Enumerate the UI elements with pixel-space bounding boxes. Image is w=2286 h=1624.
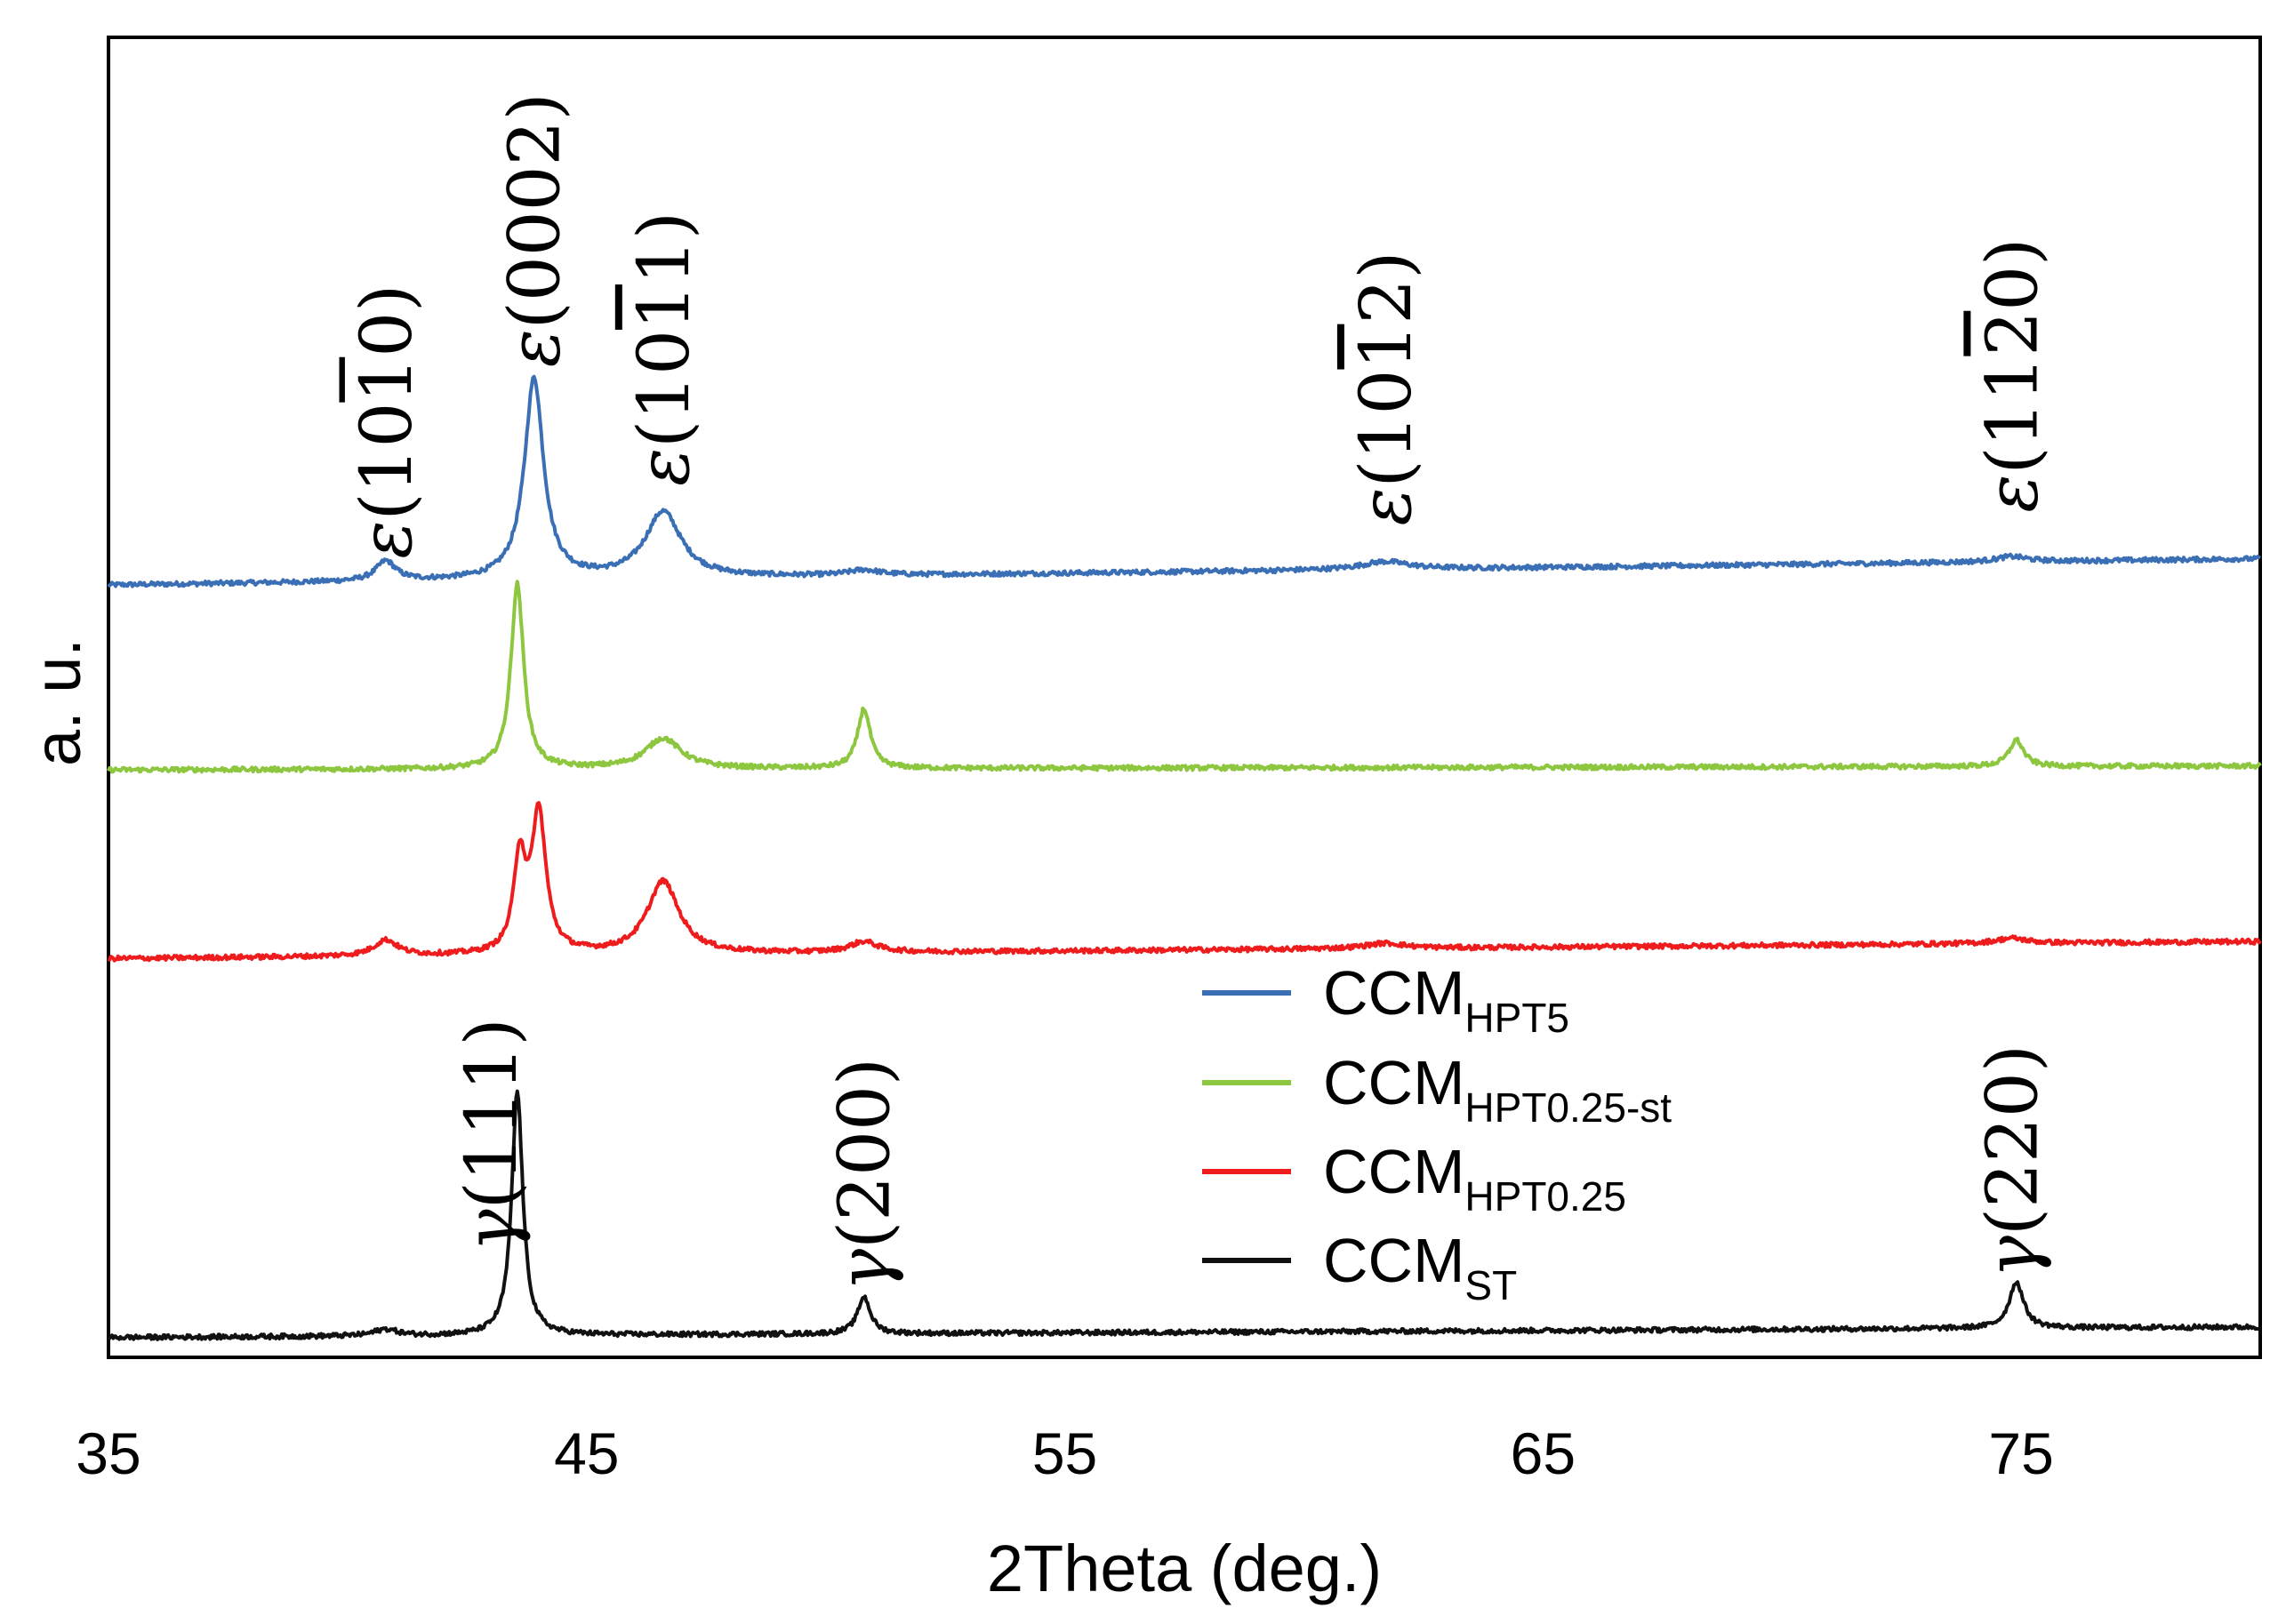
- legend-label-3: CCMST: [1323, 1226, 1517, 1308]
- legend-label-1: CCMHPT0.25-st: [1323, 1048, 1672, 1131]
- x-tick-label: 35: [76, 1420, 140, 1486]
- peak-label-2: ε(1011): [622, 212, 705, 486]
- peak-label-0: ε(1010): [345, 284, 428, 559]
- peak-label-4: ε(1120): [1970, 238, 2053, 513]
- series-line-2: [107, 801, 2262, 963]
- plot-frame: [107, 36, 2262, 1359]
- x-tick-labels: 35 45 55 65 75: [76, 1420, 2054, 1486]
- peak-label-7: γ(220): [1970, 1044, 2053, 1278]
- peak-label-1: ε(0002): [493, 92, 576, 367]
- peak-label-6: γ(200): [823, 1058, 906, 1292]
- legend-label-0: CCMHPT5: [1323, 958, 1569, 1041]
- series-line-0: [107, 374, 2261, 588]
- x-tick-label: 65: [1511, 1420, 1576, 1486]
- legend-label-2: CCMHPT0.25: [1323, 1137, 1626, 1220]
- x-tick-label: 45: [554, 1420, 619, 1486]
- peak-annotations: ε(1010) ε(0002) ε(1011) ε(1012) ε(1120) γ(111…: [345, 92, 2053, 1291]
- y-axis-title: a. u.: [20, 638, 94, 766]
- series-line-3: [107, 1089, 2262, 1341]
- series-layer: [107, 374, 2262, 1341]
- x-tick-label: 55: [1032, 1420, 1097, 1486]
- x-axis-title: 2Theta (deg.): [987, 1532, 1382, 1605]
- peak-label-3: ε(1012): [1344, 252, 1427, 526]
- peak-label-5: γ(111): [450, 1018, 533, 1252]
- series-line-1: [107, 580, 2262, 774]
- x-tick-label: 75: [1988, 1420, 2053, 1486]
